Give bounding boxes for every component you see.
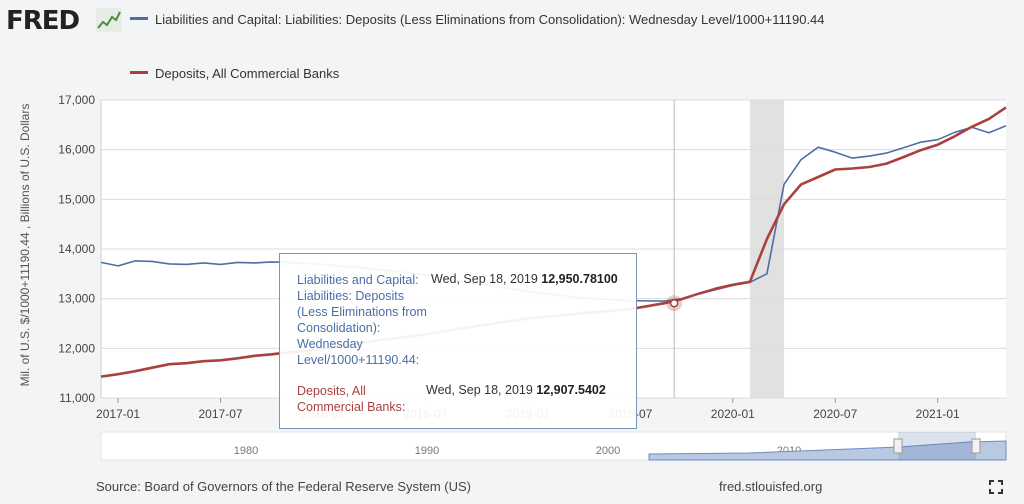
x-tick-label: 2017-01 (96, 407, 140, 421)
tooltip-series-1-label: Liabilities and Capital: Liabilities: De… (297, 273, 427, 367)
x-tick-label: 2020-07 (813, 407, 857, 421)
tooltip-series-1-number: 12,950.78100 (541, 272, 618, 286)
line-chart[interactable]: 2017-012017-072018-012018-072019-012019-… (0, 92, 1024, 472)
legend-swatch-series-1 (130, 17, 148, 21)
fullscreen-icon[interactable] (989, 480, 1003, 494)
series-line-2 (100, 106, 1007, 378)
hover-marker (669, 298, 679, 308)
x-tick-label: 2021-01 (916, 407, 960, 421)
navigator-tick-label: 2000 (596, 445, 620, 457)
navigator-area (648, 440, 1007, 461)
y-tick-label: 17,000 (58, 93, 95, 107)
navigator-tick-label: 1990 (415, 445, 439, 457)
navigator-window (898, 432, 976, 460)
y-tick-label: 11,000 (59, 391, 95, 405)
tooltip-series-1-value: Wed, Sep 18, 2019 12,950.78100 (431, 272, 618, 286)
y-tick-label: 12,000 (58, 341, 95, 355)
legend-item-series-2[interactable]: Deposits, All Commercial Banks (130, 66, 339, 81)
x-tick-label: 2017-07 (199, 407, 243, 421)
navigator-handle (971, 438, 981, 454)
chart-header: FRED Liabilities and Capital: Liabilitie… (0, 0, 1024, 92)
navigator-handle (893, 438, 903, 454)
tooltip-series-1-date: Wed, Sep 18, 2019 (431, 272, 538, 286)
chart-tooltip: Liabilities and Capital: Liabilities: De… (279, 253, 637, 429)
fred-logo[interactable]: FRED (6, 6, 80, 36)
navigator-tick-label: 1980 (234, 445, 258, 457)
fred-logo-graph-icon (96, 8, 122, 32)
legend-label-series-1: Liabilities and Capital: Liabilities: De… (155, 12, 825, 27)
series-line-1 (100, 125, 1007, 302)
x-tick-label: 2020-01 (711, 407, 755, 421)
legend-swatch-series-2 (130, 71, 148, 75)
legend-label-series-2: Deposits, All Commercial Banks (155, 66, 340, 81)
y-tick-label: 13,000 (58, 292, 95, 306)
site-link[interactable]: fred.stlouisfed.org (719, 479, 823, 494)
tooltip-series-2-number: 12,907.5402 (536, 383, 606, 397)
tooltip-series-2-date: Wed, Sep 18, 2019 (426, 383, 533, 397)
y-tick-label: 15,000 (58, 192, 95, 206)
legend-item-series-1[interactable]: Liabilities and Capital: Liabilities: De… (130, 12, 825, 27)
y-tick-label: 16,000 (58, 143, 95, 157)
tooltip-series-2-label: Deposits, All Commercial Banks: (297, 384, 406, 414)
y-tick-label: 14,000 (58, 242, 95, 256)
tooltip-series-2-value: Wed, Sep 18, 2019 12,907.5402 (426, 383, 606, 397)
source-note: Source: Board of Governors of the Federa… (96, 479, 471, 494)
